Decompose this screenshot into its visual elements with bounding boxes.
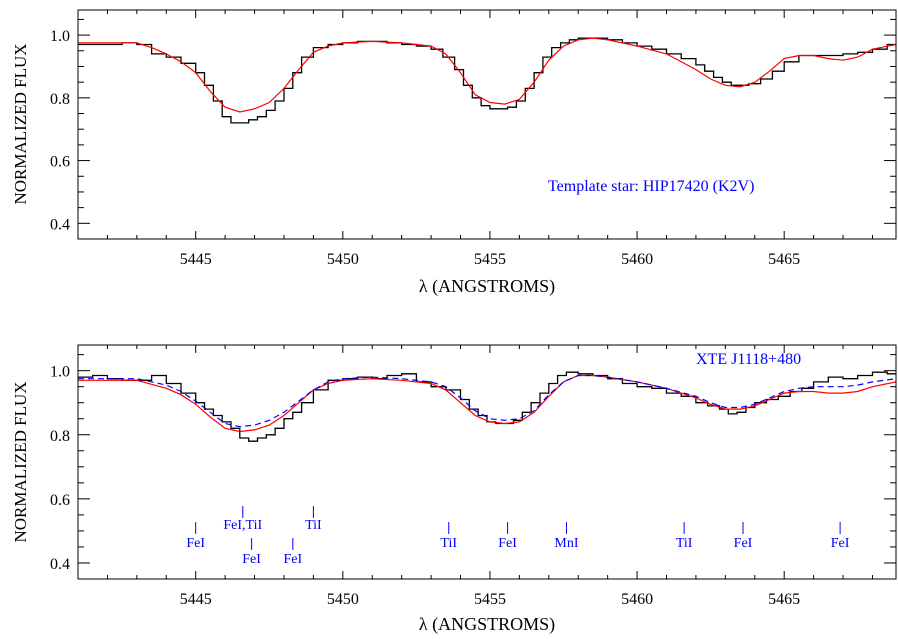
bottom-x-tick-label: 5450: [327, 591, 359, 608]
bottom-x-tick-label: 5455: [474, 591, 506, 608]
line-id-label: FeI: [283, 552, 302, 567]
bottom-y-axis-label: NORMALIZED FLUX: [11, 381, 30, 542]
bottom-x-tick-label: 5465: [768, 591, 800, 608]
line-id-label: TiI: [305, 518, 322, 533]
line-id-label: TiI: [440, 536, 457, 551]
top-x-tick-label: 5465: [768, 251, 800, 268]
line-id-label: FeI,TiI: [223, 518, 262, 533]
top-y-axis-label: NORMALIZED FLUX: [11, 43, 30, 204]
line-id-label: MnI: [554, 536, 578, 551]
top-x-tick-label: 5445: [180, 251, 212, 268]
top-observed-histogram: [78, 37, 896, 124]
target-name-annotation: XTE J1118+480: [696, 351, 801, 368]
template-star-annotation: Template star: HIP17420 (K2V): [548, 178, 754, 195]
line-id-label: FeI: [831, 536, 850, 551]
bottom-y-tick-label: 1.0: [50, 364, 70, 381]
bottom-x-axis-label: λ (ANGSTROMS): [419, 614, 555, 635]
line-id-label: FeI: [242, 552, 261, 567]
bottom-model-line: [78, 374, 896, 433]
top-model-line: [78, 37, 896, 113]
top-x-tick-label: 5450: [327, 251, 359, 268]
top-y-tick-label: 0.8: [50, 91, 70, 108]
bottom-observed-histogram: [78, 371, 896, 442]
top-x-axis-label: λ (ANGSTROMS): [419, 276, 555, 297]
line-id-label: FeI: [734, 536, 753, 551]
top-y-tick-label: 0.4: [50, 216, 70, 233]
top-y-tick-label: 1.0: [50, 28, 70, 45]
bottom-y-tick-label: 0.8: [50, 428, 70, 445]
top-panel: 5445 5450 5455 5460 5465 0.4 0.6 0.8 1.0 NORMALI…: [11, 9, 897, 297]
top-y-tick-label: 0.6: [50, 154, 70, 171]
line-id-label: FeI: [186, 536, 205, 551]
line-id-label: FeI: [498, 536, 517, 551]
bottom-x-tick-label: 5445: [180, 591, 212, 608]
bottom-panel: 5445 5450 5455 5460 5465 0.4 0.6 0.8 1.0 FeI FeI,…: [11, 344, 897, 635]
line-id-label: TiI: [676, 536, 693, 551]
bottom-dashed-model-line: [78, 374, 896, 428]
top-plot-frame: [77, 9, 897, 240]
bottom-y-tick-label: 0.6: [50, 492, 70, 509]
top-x-tick-label: 5455: [474, 251, 506, 268]
top-x-tick-label: 5460: [621, 251, 653, 268]
bottom-x-tick-label: 5460: [621, 591, 653, 608]
bottom-plot-frame: [77, 344, 897, 580]
bottom-y-tick-label: 0.4: [50, 556, 70, 573]
